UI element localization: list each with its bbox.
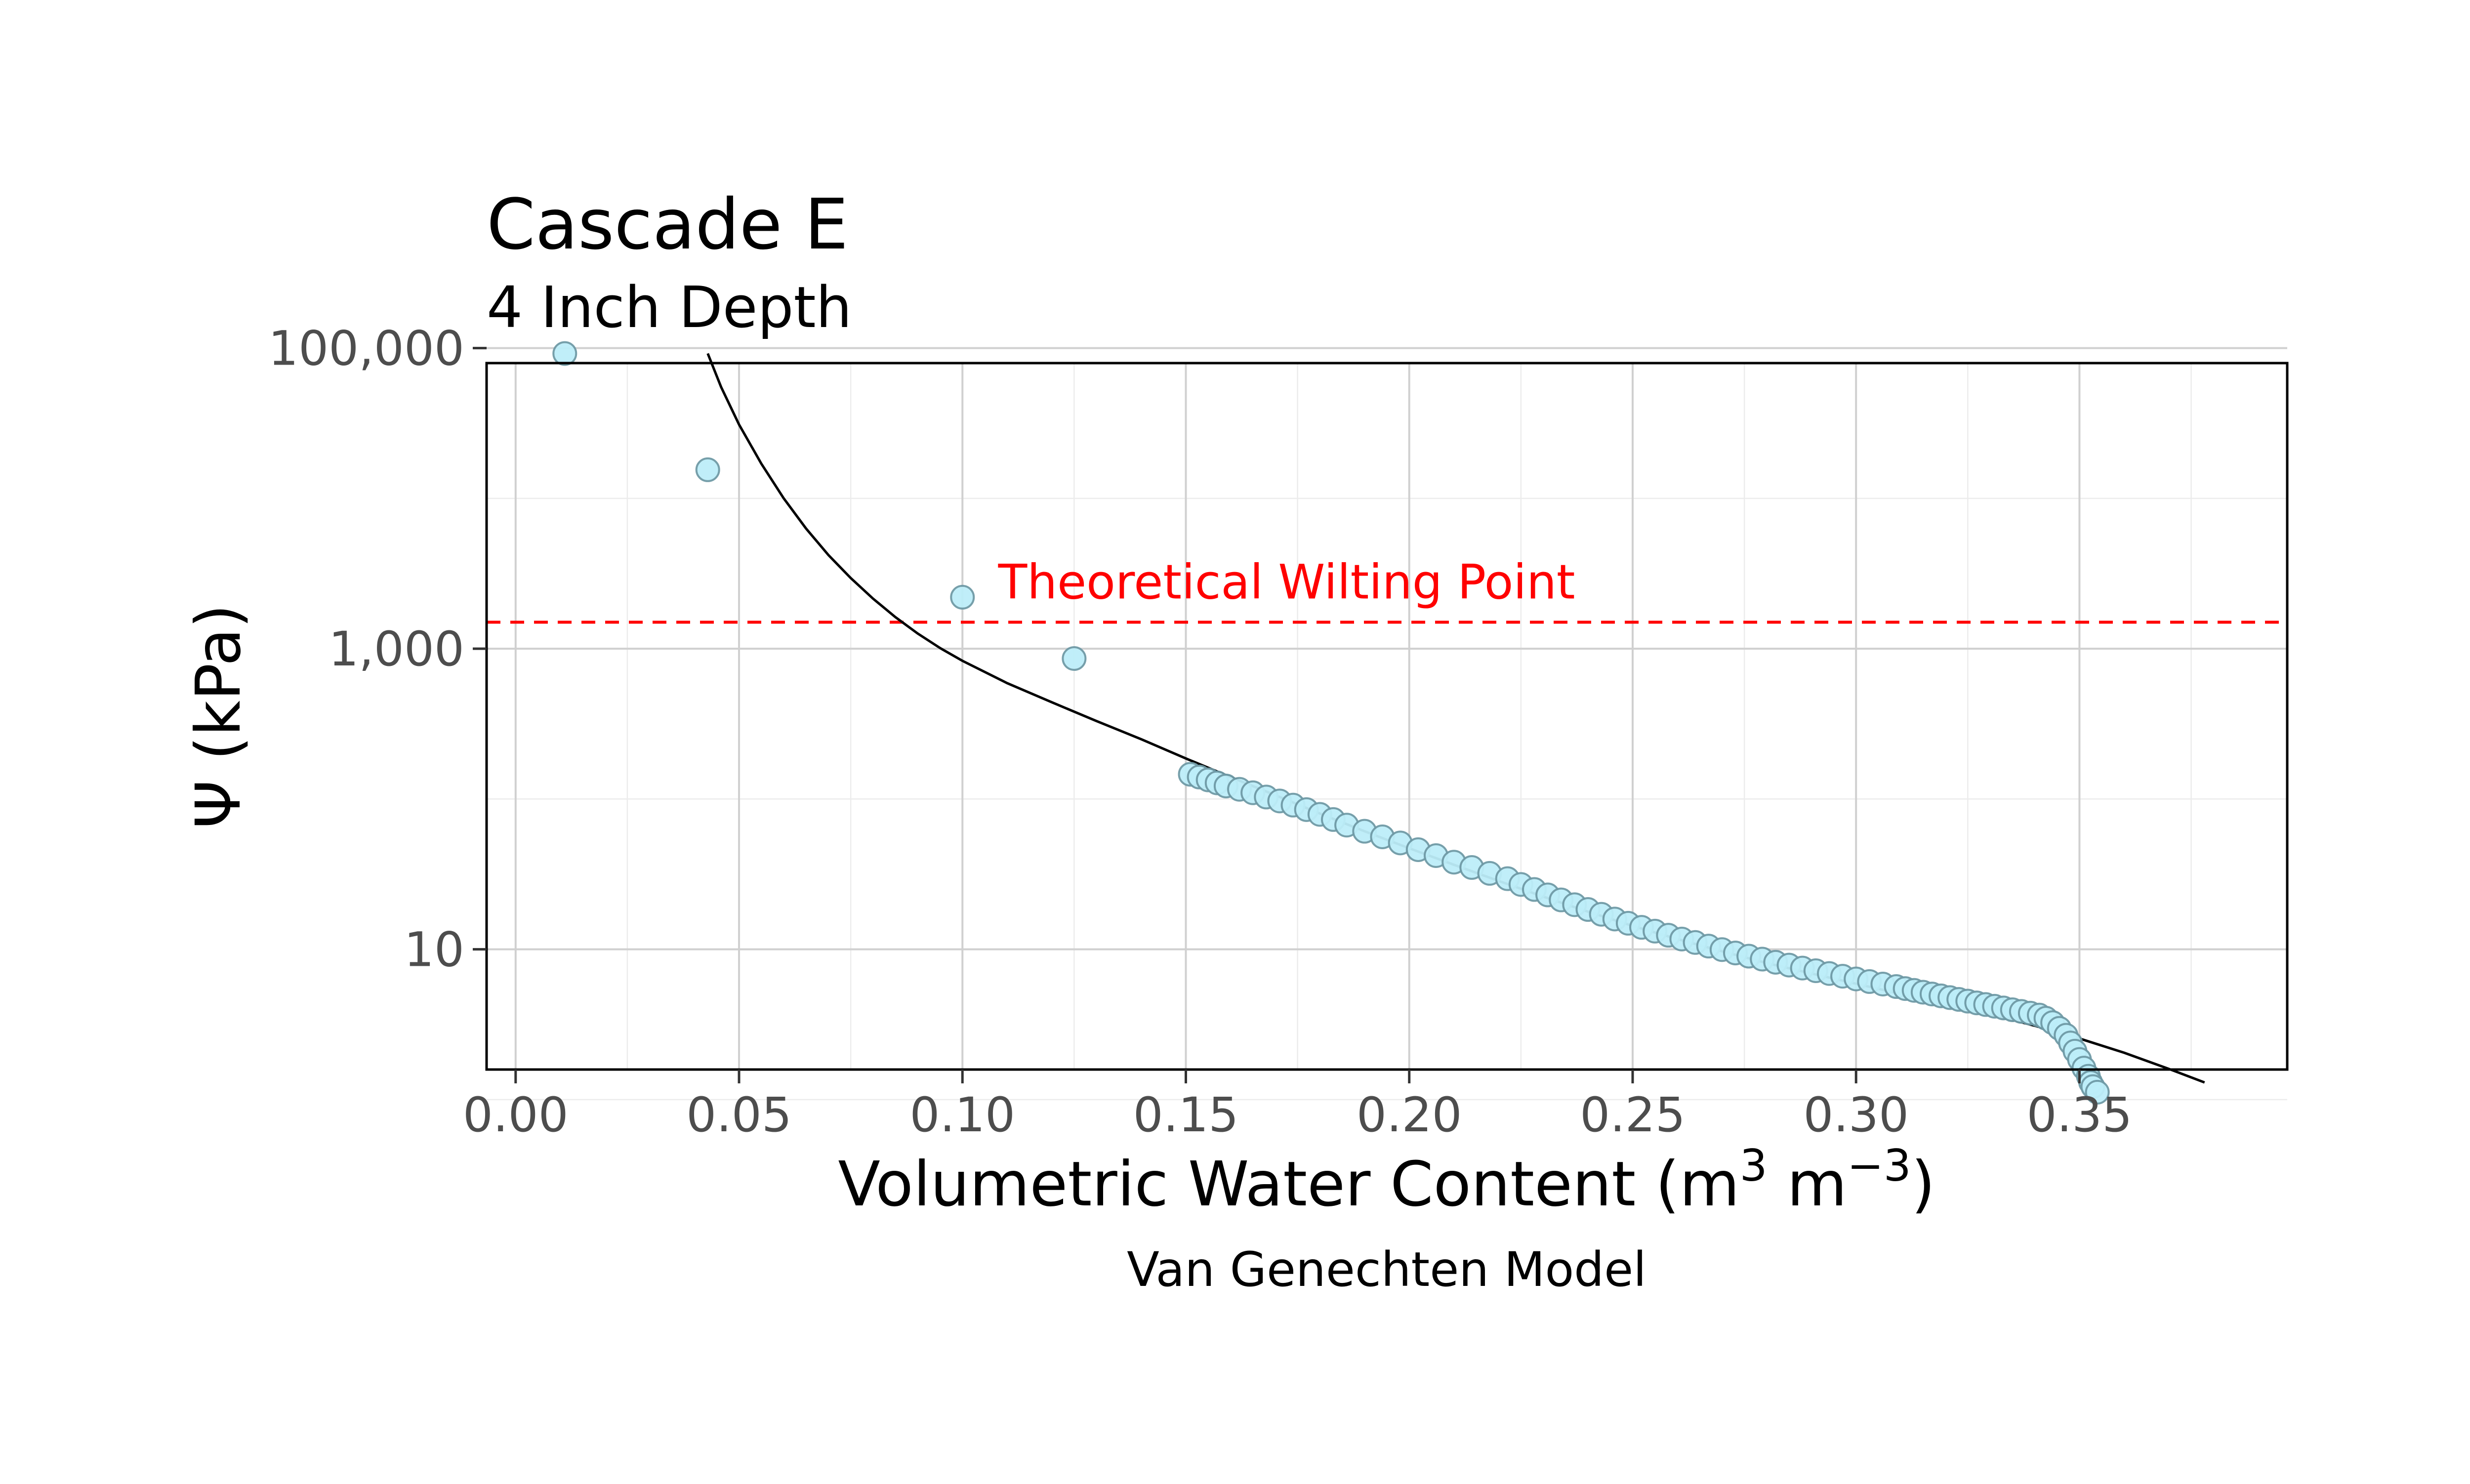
y-tick-label: 100,000 <box>268 321 464 376</box>
chart-caption: Van Genechten Model <box>1127 1242 1647 1297</box>
x-axis-title-end: ) <box>1911 1149 1935 1220</box>
x-tick-label: 0.05 <box>686 1087 792 1143</box>
data-point <box>552 341 577 366</box>
chart-subtitle: 4 Inch Depth <box>487 275 852 341</box>
y-tick-label: 10 <box>404 922 464 978</box>
plot-panel-border <box>485 362 2289 1071</box>
x-axis: 0.00 0.05 0.10 0.15 0.20 0.25 0.30 0.35 <box>463 1070 2132 1143</box>
data-point <box>695 457 720 482</box>
y-axis: 10 1,000 100,000 <box>268 321 487 978</box>
y-tick-label: 1,000 <box>329 621 464 677</box>
x-tick-label: 0.15 <box>1133 1087 1239 1143</box>
x-tick-label: 0.35 <box>2027 1087 2133 1143</box>
fitted-curve <box>706 353 2205 1084</box>
observed-points-layer <box>552 341 2110 1105</box>
x-axis-title-sup1: 3 <box>1740 1140 1768 1191</box>
data-point <box>950 584 975 610</box>
wilting-point-label: Theoretical Wilting Point <box>998 555 1575 610</box>
x-axis-title: Volumetric Water Content (m3 m−3) <box>838 1140 1935 1220</box>
wilting-point-reference: Theoretical Wilting Point <box>487 555 2287 624</box>
chart-title: Cascade E <box>487 184 848 265</box>
x-tick-label: 0.20 <box>1357 1087 1462 1143</box>
grid-lines <box>487 347 2287 1101</box>
x-axis-title-sup2: −3 <box>1847 1140 1911 1191</box>
y-axis-title: Ψ (kPa) <box>183 604 254 828</box>
data-point <box>2085 1079 2110 1105</box>
x-axis-title-main: Volumetric Water Content (m <box>838 1149 1739 1220</box>
x-axis-title-mid: m <box>1768 1149 1848 1220</box>
fitted-curve-layer <box>706 353 2205 1084</box>
data-point <box>1062 646 1087 671</box>
x-tick-label: 0.10 <box>909 1087 1015 1143</box>
x-tick-label: 0.30 <box>1803 1087 1909 1143</box>
x-tick-label: 0.00 <box>463 1087 569 1143</box>
x-tick-label: 0.25 <box>1580 1087 1686 1143</box>
